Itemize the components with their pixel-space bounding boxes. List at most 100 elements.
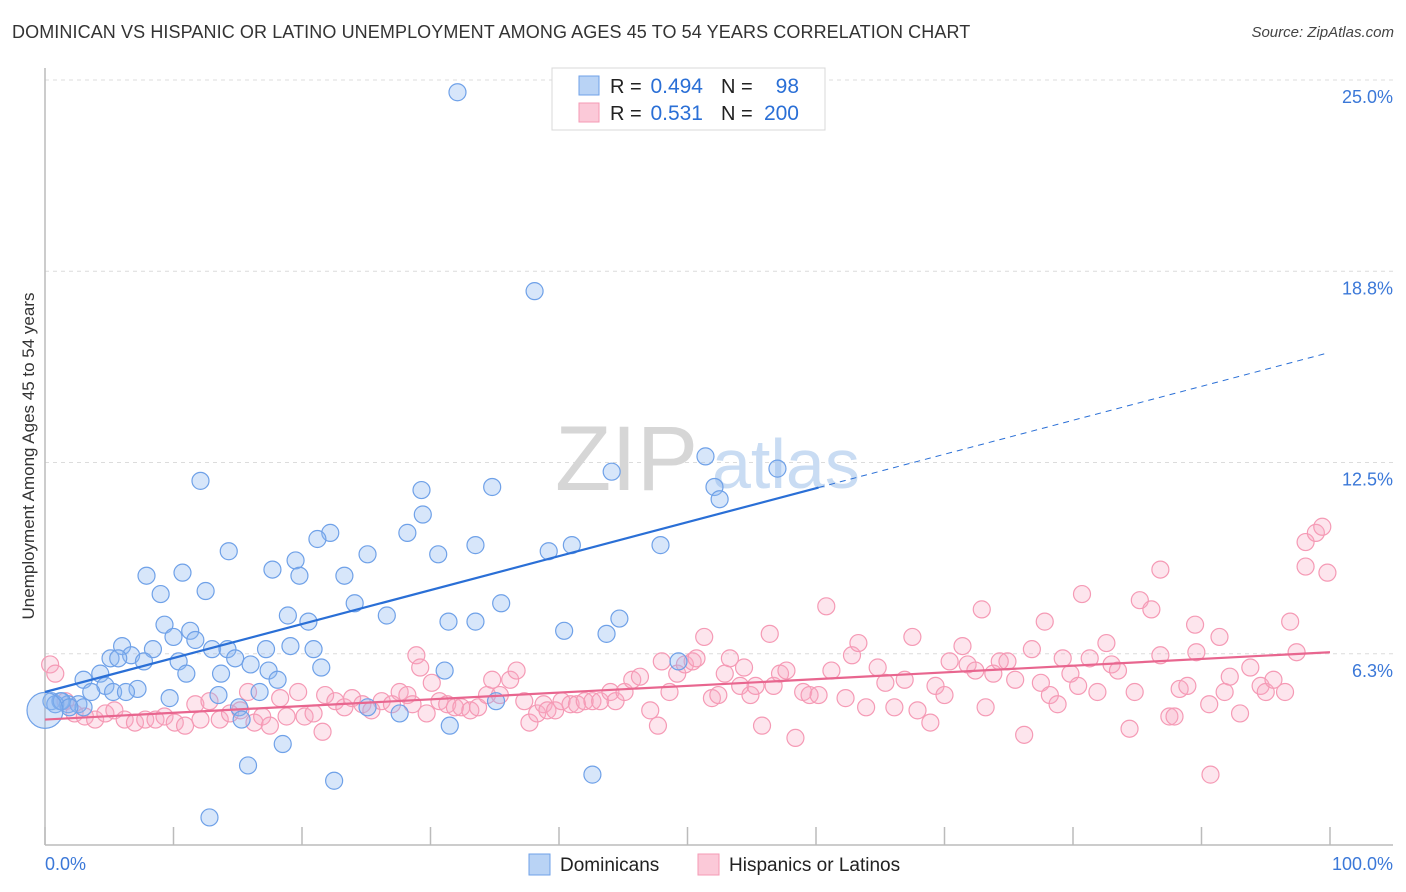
dominicans-point bbox=[191, 471, 210, 490]
hispanics-point bbox=[1035, 612, 1054, 631]
hispanics-point bbox=[165, 713, 184, 732]
legend-label-dominicans: Dominicans bbox=[560, 855, 659, 876]
hispanics-point bbox=[591, 692, 610, 711]
hispanics-point bbox=[836, 689, 855, 708]
hispanics-point bbox=[1040, 685, 1059, 705]
dominicans-point bbox=[173, 563, 192, 582]
hispanics-point bbox=[1215, 682, 1234, 702]
hispanics-point bbox=[1120, 719, 1139, 738]
dominicans-point bbox=[241, 655, 260, 674]
dominicans-point bbox=[525, 282, 544, 301]
hispanics-point bbox=[857, 698, 876, 717]
dominicans-point bbox=[377, 606, 396, 625]
hispanics-point bbox=[528, 704, 547, 723]
hispanics-point bbox=[46, 664, 65, 683]
hispanics-point bbox=[940, 652, 959, 671]
dominicans-point bbox=[209, 685, 228, 705]
hispanics-point bbox=[998, 652, 1017, 671]
hispanics-point bbox=[289, 682, 308, 702]
hispanics-point bbox=[1185, 615, 1205, 634]
dominicans-point bbox=[555, 621, 574, 640]
hispanics-point bbox=[200, 692, 219, 711]
hispanics-point bbox=[1160, 707, 1179, 726]
dominicans-point bbox=[602, 462, 621, 481]
dominicans-point bbox=[263, 560, 282, 579]
series-dominicans-points bbox=[26, 83, 787, 827]
hispanics-point bbox=[1080, 649, 1099, 668]
dominicans-point bbox=[74, 698, 93, 717]
dominicans-point bbox=[196, 581, 215, 601]
dominicans-point bbox=[104, 682, 123, 702]
hispanics-point bbox=[1125, 682, 1144, 702]
dominicans-point bbox=[439, 612, 458, 631]
dominicans-point bbox=[273, 734, 292, 754]
hispanics-point bbox=[483, 670, 502, 689]
hispanics-point bbox=[304, 704, 323, 723]
hispanics-point bbox=[630, 667, 650, 686]
hispanics-point bbox=[687, 649, 706, 668]
hispanics-point bbox=[1318, 563, 1337, 582]
hispanics-point bbox=[1048, 695, 1067, 714]
series-hispanics-points bbox=[41, 517, 1337, 784]
hispanics-point bbox=[734, 658, 754, 677]
source-label: Source: ZipAtlas.com bbox=[1251, 24, 1394, 41]
hispanics-point bbox=[191, 710, 210, 729]
dominicans-point bbox=[177, 664, 196, 683]
hispanics-point bbox=[715, 664, 734, 683]
hispanics-point bbox=[849, 633, 868, 653]
dominicans-point bbox=[101, 649, 120, 668]
legend-item-hispanics[interactable]: Hispanics or Latinos bbox=[697, 853, 900, 876]
hispanics-point bbox=[1264, 670, 1283, 689]
axes bbox=[44, 68, 1393, 846]
dominicans-point bbox=[219, 542, 238, 561]
n-value-hispanics: 200 bbox=[764, 102, 799, 125]
hispanics-point bbox=[1165, 707, 1184, 726]
hispanics-point bbox=[709, 685, 728, 705]
dominicans-point bbox=[128, 679, 147, 699]
hispanics-point bbox=[652, 652, 671, 671]
hispanics-point bbox=[731, 676, 750, 695]
hispanics-point bbox=[972, 600, 991, 619]
dominicans-point bbox=[696, 447, 715, 466]
dominicans-point bbox=[412, 480, 431, 500]
dominicans-point bbox=[669, 652, 688, 671]
hispanics-point bbox=[1151, 560, 1170, 579]
legend-label-hispanics: Hispanics or Latinos bbox=[729, 855, 900, 876]
hispanics-point bbox=[777, 661, 796, 680]
dominicans-point bbox=[610, 609, 629, 628]
hispanics-point bbox=[809, 685, 828, 705]
dominicans-point bbox=[155, 615, 174, 634]
hispanics-trend-line bbox=[44, 651, 1331, 721]
hispanics-point bbox=[876, 673, 895, 692]
y-tick-label: 18.8% bbox=[1342, 278, 1393, 298]
trend-lines bbox=[44, 353, 1331, 721]
hispanics-point bbox=[1031, 673, 1050, 692]
dominicans-point bbox=[358, 545, 377, 564]
hispanics-point bbox=[1097, 633, 1116, 653]
hispanics-point bbox=[1178, 676, 1197, 695]
watermark-zip: ZIP bbox=[555, 408, 698, 510]
r-label: R = bbox=[610, 103, 642, 125]
hispanics-point bbox=[1220, 667, 1239, 686]
dominicans-point bbox=[768, 459, 787, 478]
dominicans-point bbox=[286, 551, 305, 570]
x-tick-labels: 0.0% 100.0% bbox=[45, 854, 1393, 874]
n-value-dominicans: 98 bbox=[776, 75, 799, 98]
hispanics-point bbox=[786, 728, 805, 748]
y-axis-label: Unemployment Among Ages 45 to 54 years bbox=[19, 293, 38, 620]
y-tick-labels: 25.0% 18.8% 12.5% 6.3% bbox=[1342, 87, 1393, 681]
hispanics-point bbox=[1108, 661, 1128, 680]
dominicans-point bbox=[335, 566, 354, 585]
legend-item-dominicans[interactable]: Dominicans bbox=[528, 853, 659, 876]
hispanics-point bbox=[817, 597, 836, 616]
dominicans-trend-line-projection bbox=[818, 353, 1326, 489]
legend: Dominicans Hispanics or Latinos bbox=[528, 853, 900, 876]
hispanics-point bbox=[1142, 600, 1161, 619]
dominicans-point bbox=[492, 594, 511, 613]
hispanics-point bbox=[316, 685, 335, 705]
n-label: N = bbox=[721, 76, 753, 98]
hispanics-point bbox=[1187, 643, 1206, 662]
hispanics-point bbox=[260, 716, 279, 735]
dominicans-point bbox=[26, 691, 64, 729]
